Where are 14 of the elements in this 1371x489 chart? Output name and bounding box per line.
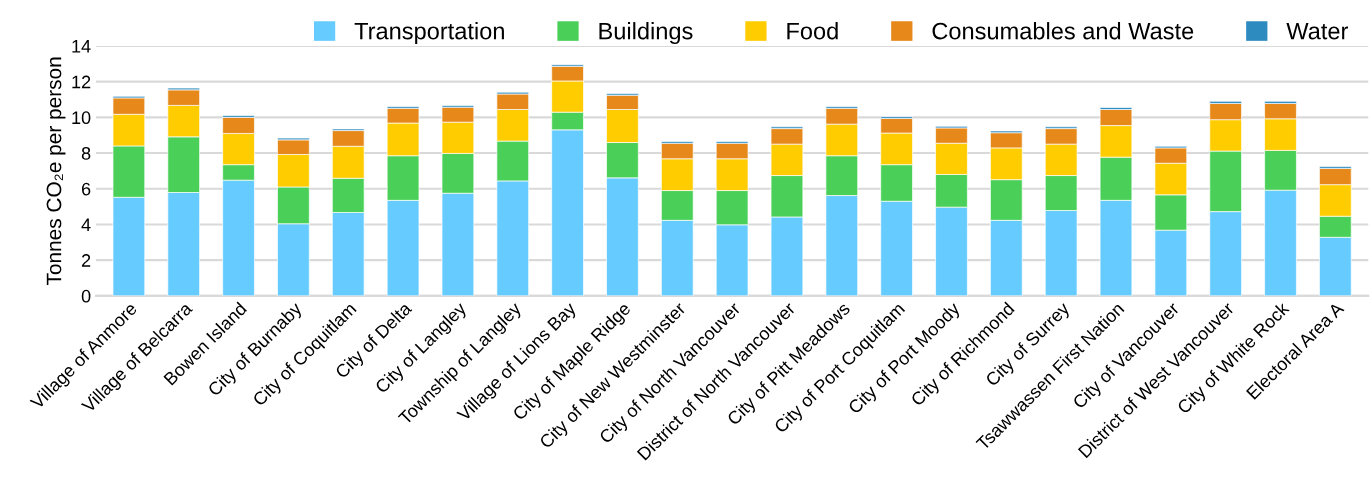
legend-label: Buildings bbox=[599, 22, 693, 45]
legend-label: Consumables and Waste bbox=[932, 22, 1194, 40]
y-axis-title: Tonnes CO₂e per person bbox=[46, 57, 66, 286]
y-tick-label: 6 bbox=[81, 182, 91, 196]
y-tick-label: 12 bbox=[72, 75, 91, 89]
y-tick-label: 10 bbox=[72, 111, 91, 125]
legend-label: Transportation bbox=[354, 22, 504, 45]
legend-label: Water bbox=[1286, 22, 1348, 40]
y-tick-label: 14 bbox=[72, 40, 91, 53]
y-tick-label: 2 bbox=[81, 254, 91, 267]
y-tick-label: 4 bbox=[81, 218, 91, 231]
y-tick-label: 0 bbox=[81, 289, 91, 303]
legend-label: Food bbox=[787, 22, 838, 40]
y-tick-label: 8 bbox=[81, 146, 91, 160]
